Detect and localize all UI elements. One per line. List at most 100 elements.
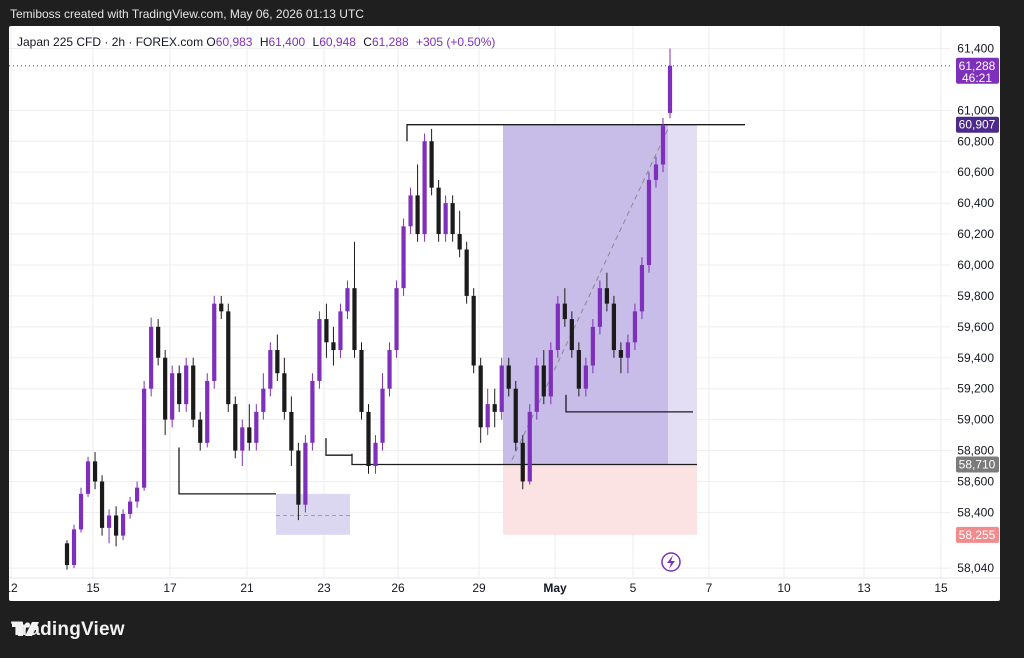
candle-body[interactable] [99, 481, 105, 528]
candle-body[interactable] [499, 365, 504, 412]
candle-body[interactable] [555, 303, 560, 351]
candle-body[interactable] [282, 373, 287, 412]
candle-body[interactable] [303, 442, 308, 505]
candle-body[interactable] [401, 226, 406, 289]
candle-body[interactable] [653, 164, 659, 180]
candle-body[interactable] [254, 411, 259, 443]
candle-body[interactable] [527, 411, 532, 482]
candle-body[interactable] [436, 187, 441, 235]
candle-body[interactable] [660, 125, 666, 165]
candle-body[interactable] [240, 427, 245, 451]
candle-body[interactable] [450, 203, 455, 235]
candle-body[interactable] [345, 288, 350, 312]
candle-body[interactable] [212, 303, 217, 381]
candle-body[interactable] [611, 303, 617, 351]
candle-body[interactable] [324, 319, 329, 343]
candle-body[interactable] [576, 350, 581, 389]
candle-body[interactable] [310, 380, 315, 443]
candle-body[interactable] [261, 388, 266, 412]
candle-body[interactable] [625, 342, 631, 358]
candle-body[interactable] [226, 311, 231, 405]
candle-body[interactable] [85, 461, 91, 494]
step-level-line[interactable] [325, 438, 352, 456]
candle-body[interactable] [429, 141, 434, 188]
candle-body[interactable] [443, 203, 448, 235]
candle-body[interactable] [233, 404, 238, 451]
candle-body[interactable] [71, 529, 77, 565]
candle-body[interactable] [464, 249, 469, 296]
candle-body[interactable] [142, 388, 147, 488]
candle-body[interactable] [541, 365, 546, 397]
candle-body[interactable] [156, 326, 161, 358]
candle-body[interactable] [198, 419, 203, 443]
candle-body[interactable] [247, 427, 252, 443]
price-chart[interactable]: 58,040 58,400 58,600 58,800 59,000 59,200 59,4… [9, 26, 1000, 601]
small-zone[interactable] [276, 493, 350, 535]
candle-body[interactable] [296, 450, 301, 505]
candle-body[interactable] [457, 234, 462, 250]
candle-body[interactable] [562, 303, 567, 320]
candle-body[interactable] [177, 373, 182, 405]
candle-body[interactable] [163, 357, 168, 420]
candle-body[interactable] [492, 404, 497, 412]
candle-body[interactable] [149, 326, 154, 389]
candle-body[interactable] [394, 288, 399, 351]
candle-body[interactable] [373, 442, 378, 467]
candle-body[interactable] [415, 195, 420, 235]
candle-body[interactable] [422, 141, 427, 235]
chart-frame[interactable]: 58,040 58,400 58,600 58,800 59,000 59,200 59,4… [9, 26, 1000, 601]
candle-body[interactable] [639, 264, 645, 312]
price-axis-label: 58,800 [957, 444, 994, 458]
candle-body[interactable] [205, 380, 210, 443]
candle-body[interactable] [184, 365, 189, 405]
candle-body[interactable] [478, 365, 483, 428]
candle-body[interactable] [485, 404, 490, 428]
candle-body[interactable] [632, 311, 638, 343]
candle-body[interactable] [569, 319, 574, 351]
mid-support-line[interactable] [565, 394, 693, 413]
candle-body[interactable] [106, 515, 112, 528]
candle-body[interactable] [128, 501, 133, 514]
candle-body[interactable] [646, 179, 652, 265]
candle-body[interactable] [387, 350, 392, 389]
candle-body[interactable] [667, 65, 673, 113]
candle-body[interactable] [113, 515, 119, 536]
candle-body[interactable] [331, 342, 336, 351]
candle-body[interactable] [317, 319, 322, 381]
candle-body[interactable] [338, 311, 343, 351]
symbol-name[interactable]: Japan 225 CFD · 2h · FOREX.com [17, 35, 204, 49]
candle-body[interactable] [548, 350, 553, 397]
entry-level-line[interactable] [351, 453, 697, 466]
candle-body[interactable] [135, 487, 140, 502]
candle-body[interactable] [520, 442, 525, 482]
candle-body[interactable] [583, 365, 588, 389]
loss-zone[interactable] [503, 464, 697, 535]
candle-body[interactable] [352, 288, 357, 351]
candle-body[interactable] [506, 365, 511, 389]
candle-body[interactable] [366, 411, 371, 467]
resistance-line[interactable] [406, 124, 745, 142]
candle-body[interactable] [604, 288, 609, 304]
candle-body[interactable] [380, 388, 385, 443]
candle-body[interactable] [289, 411, 294, 451]
lightning-icon[interactable] [661, 552, 681, 572]
candle-body[interactable] [78, 493, 84, 530]
candle-body[interactable] [618, 350, 624, 358]
candle-body[interactable] [513, 388, 518, 443]
candle-body[interactable] [590, 326, 595, 366]
prior-low-line[interactable] [178, 447, 276, 495]
candle-body[interactable] [120, 513, 126, 536]
candle-body[interactable] [92, 461, 98, 482]
candle-body[interactable] [597, 288, 602, 327]
candle-body[interactable] [359, 350, 364, 412]
low-value: 60,948 [319, 35, 356, 49]
candle-body[interactable] [64, 543, 70, 565]
candle-body[interactable] [408, 195, 413, 227]
candle-body[interactable] [191, 365, 196, 420]
candle-body[interactable] [471, 295, 476, 366]
candle-body[interactable] [170, 373, 175, 420]
candle-body[interactable] [268, 350, 273, 389]
candle-body[interactable] [534, 365, 539, 412]
candle-body[interactable] [219, 303, 224, 312]
candle-body[interactable] [275, 350, 280, 374]
